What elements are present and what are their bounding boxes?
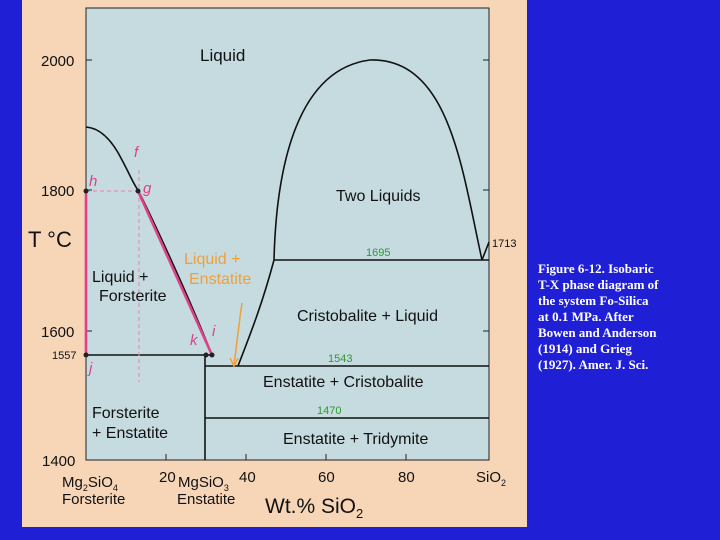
field-liquid-forsterite-1: Liquid + [92, 269, 149, 286]
caption-line: the system Fo-Silica [538, 293, 649, 308]
field-cristobalite-liquid: Cristobalite + Liquid [297, 308, 438, 325]
forsterite-formula: Mg2SiO4 [62, 474, 118, 493]
field-two-liquids: Two Liquids [336, 188, 421, 205]
forsterite-formula-a: Mg [62, 474, 83, 491]
x-axis-label: Wt.% SiO2 [265, 495, 363, 521]
field-forsterite-enstatite-2: + Enstatite [92, 425, 168, 442]
point-label-k: k [190, 332, 199, 349]
forsterite-name: Forsterite [62, 491, 125, 508]
silica-end-a: SiO [476, 469, 501, 486]
point-j-marker [83, 352, 89, 358]
miscibility-gap-dome [273, 59, 483, 261]
enstatite-formula-a: MgSiO [178, 474, 224, 491]
x-axis-label-a: Wt.% SiO [265, 495, 356, 518]
caption-line: Bowen and Anderson [538, 325, 657, 340]
caption-line: (1927). Amer. J. Sci. [538, 357, 649, 372]
field-enstatite-tridymite: Enstatite + Tridymite [283, 431, 428, 448]
field-enstatite-cristobalite: Enstatite + Cristobalite [263, 374, 424, 391]
axis-ticks [86, 59, 489, 460]
point-h-marker [83, 188, 89, 194]
y-tick-2000: 2000 [41, 53, 74, 70]
y-axis-label: T °C [28, 227, 72, 252]
x-tick-20: 20 [159, 469, 176, 486]
caption-line: T-X phase diagram of [538, 277, 659, 292]
field-liquid-enstatite-1: Liquid + [184, 251, 241, 268]
temp-1695: 1695 [366, 247, 390, 259]
y-tick-1800: 1800 [41, 183, 74, 200]
x-tick-40: 40 [239, 469, 256, 486]
temp-1470: 1470 [317, 405, 341, 417]
cristobalite-liquidus [481, 241, 490, 261]
forsterite-liquidus [85, 126, 213, 356]
temp-1713: 1713 [492, 238, 516, 250]
point-label-h: h [89, 173, 97, 190]
y-tick-1600: 1600 [41, 324, 74, 341]
point-label-j: j [87, 360, 93, 377]
x-tick-80: 80 [398, 469, 415, 486]
point-i-marker [209, 352, 215, 358]
field-liquid: Liquid [200, 46, 245, 65]
enstatite-name: Enstatite [177, 491, 235, 508]
liquid-arrow [233, 302, 243, 365]
field-forsterite-enstatite-1: Forsterite [92, 405, 160, 422]
temp-1557: 1557 [52, 350, 76, 362]
point-label-i: i [212, 323, 216, 340]
forsterite-formula-sub1: 2 [83, 483, 88, 493]
silica-end-sub: 2 [501, 478, 506, 488]
caption-line: at 0.1 MPa. After [538, 309, 634, 324]
figure-caption: Figure 6-12. Isobaric T-X phase diagram … [538, 261, 696, 373]
plot-area [85, 7, 490, 461]
enstatite-formula: MgSiO3 [178, 474, 229, 493]
forsterite-formula-b: SiO [88, 474, 113, 491]
silica-end-label: SiO2 [476, 469, 506, 488]
enstatite-formula-sub: 3 [224, 483, 229, 493]
field-liquid-forsterite-2: Forsterite [99, 288, 167, 305]
temp-1543: 1543 [328, 353, 352, 365]
liquid-arrow-head [229, 357, 239, 368]
caption-line: Figure 6-12. Isobaric [538, 261, 654, 276]
point-k-marker [203, 352, 209, 358]
x-tick-60: 60 [318, 469, 335, 486]
phase-boundaries [85, 59, 490, 460]
x-axis-label-sub: 2 [356, 506, 363, 521]
point-label-f: f [134, 144, 140, 161]
point-g-marker [135, 188, 141, 194]
liquid-path-g-i [136, 190, 214, 356]
point-label-g: g [143, 180, 152, 197]
field-liquid-enstatite-2: Enstatite [189, 271, 251, 288]
liquidus-eutectic-to-monotectic [237, 259, 275, 367]
caption-line: (1914) and Grieg [538, 341, 632, 356]
y-tick-1400: 1400 [42, 453, 75, 470]
forsterite-formula-sub2: 4 [113, 483, 118, 493]
